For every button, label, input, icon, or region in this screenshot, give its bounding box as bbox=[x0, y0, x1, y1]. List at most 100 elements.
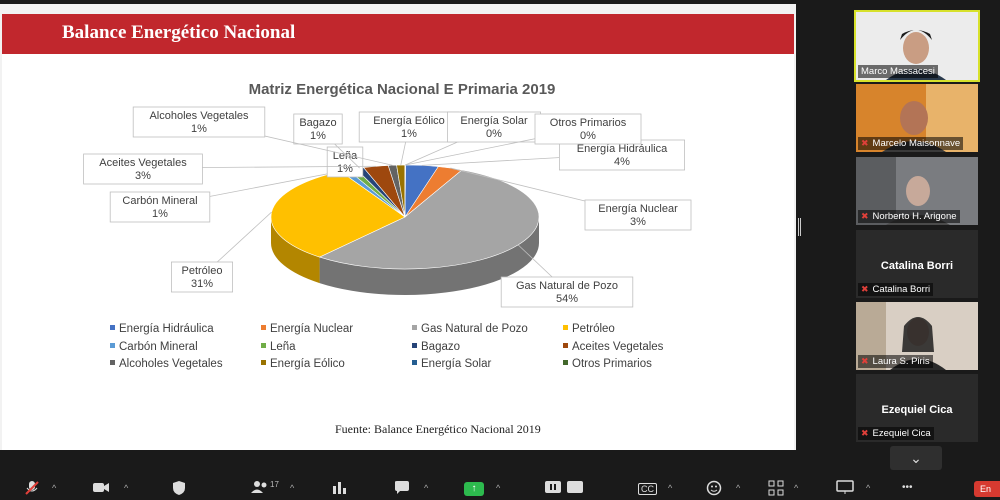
apps-icon[interactable] bbox=[768, 480, 784, 499]
participants-count: 17 bbox=[270, 480, 279, 489]
cc-icon[interactable]: CC bbox=[638, 483, 657, 495]
shield-icon[interactable] bbox=[172, 480, 186, 499]
slide-header-bar bbox=[2, 14, 794, 54]
callout-name: Leña bbox=[333, 150, 358, 162]
legend-swatch bbox=[563, 343, 568, 348]
slide-source: Fuente: Balance Energético Nacional 2019 bbox=[335, 422, 541, 436]
chevron-up-icon[interactable]: ^ bbox=[668, 483, 673, 493]
chevron-up-icon[interactable]: ^ bbox=[290, 483, 295, 493]
chevron-up-icon[interactable]: ^ bbox=[124, 483, 129, 493]
callout-box bbox=[132, 106, 266, 138]
legend-swatch bbox=[563, 325, 568, 330]
chevron-up-icon[interactable]: ^ bbox=[424, 483, 429, 493]
callout-box bbox=[170, 261, 233, 293]
callout-name: Carbón Mineral bbox=[122, 195, 197, 207]
callout-value: 0% bbox=[486, 128, 502, 140]
participant-name: Norberto H. Arigone bbox=[872, 211, 957, 222]
legend-label: Leña bbox=[270, 341, 296, 353]
chevron-up-icon[interactable]: ^ bbox=[736, 483, 741, 493]
share-screen-icon[interactable]: ↑ bbox=[464, 482, 484, 496]
chevron-up-icon[interactable]: ^ bbox=[496, 483, 501, 493]
legend-swatch bbox=[261, 360, 266, 365]
callout-box bbox=[83, 153, 203, 185]
more-icon[interactable]: ••• bbox=[902, 482, 913, 493]
chevron-up-icon[interactable]: ^ bbox=[794, 483, 799, 493]
participant-name-tag: ✖ Ezequiel Cica bbox=[858, 427, 934, 440]
meeting-toolbar: ^ ^ 17 ^ ^ ↑ ^ CC ^ ^ ^ ^ ••• En bbox=[0, 474, 1000, 500]
video-tile-catalina[interactable]: Catalina Borri ✖ Catalina Borri bbox=[856, 230, 978, 298]
legend-label: Carbón Mineral bbox=[119, 341, 198, 353]
legend-swatch bbox=[412, 360, 417, 365]
participant-name: Laura S. Piris bbox=[872, 356, 930, 367]
smiley-icon[interactable] bbox=[706, 480, 722, 499]
participant-name-tag: ✖ Norberto H. Arigone bbox=[858, 210, 960, 223]
callout-box bbox=[293, 113, 343, 145]
callout-box bbox=[358, 111, 460, 143]
callout-value: 1% bbox=[152, 208, 168, 220]
legend-swatch bbox=[261, 325, 266, 330]
participant-name: Ezequiel Cica bbox=[872, 428, 931, 439]
callout-name: Energía Solar bbox=[460, 115, 528, 127]
legend-swatch bbox=[110, 343, 115, 348]
chat-icon[interactable] bbox=[394, 480, 410, 497]
video-tile-norberto[interactable]: ✖ Norberto H. Arigone bbox=[856, 157, 978, 225]
callout-value: 31% bbox=[191, 278, 213, 290]
callout-value: 54% bbox=[556, 293, 578, 305]
legend-swatch bbox=[412, 343, 417, 348]
video-tile-laura[interactable]: ✖ Laura S. Piris bbox=[856, 302, 978, 370]
callout-value: 0% bbox=[580, 130, 596, 142]
legend-label: Petróleo bbox=[572, 323, 615, 335]
callout-box bbox=[446, 111, 541, 143]
callout-box bbox=[584, 199, 692, 231]
pie-slice bbox=[318, 169, 540, 270]
legend-swatch bbox=[412, 325, 417, 330]
video-tile-marcelo[interactable]: ✖ Marcelo Maisonnave bbox=[856, 84, 978, 152]
participant-name-tag: ✖ Catalina Borri bbox=[858, 283, 934, 296]
callout-value: 1% bbox=[337, 163, 353, 175]
mic-muted-icon: ✖ bbox=[861, 356, 869, 366]
panel-resize-handle[interactable] bbox=[798, 218, 802, 236]
callout-name: Gas Natural de Pozo bbox=[516, 280, 618, 292]
legend-label: Energía Nuclear bbox=[270, 323, 353, 335]
people-icon[interactable]: 17 bbox=[250, 480, 279, 497]
chevron-up-icon[interactable]: ^ bbox=[866, 483, 871, 493]
callout-value: 3% bbox=[630, 216, 646, 228]
participant-name: Marco Massacesi bbox=[858, 65, 938, 78]
participant-name-tag: ✖ Laura S. Piris bbox=[858, 355, 933, 368]
slide-body: Matriz Energética Nacional E Primaria 20… bbox=[2, 54, 794, 450]
chevron-up-icon[interactable]: ^ bbox=[52, 483, 57, 493]
callout-name: Petróleo bbox=[182, 265, 223, 277]
end-meeting-button[interactable]: En bbox=[974, 481, 1000, 497]
participant-display-name: Catalina Borri bbox=[880, 260, 954, 272]
legend-swatch bbox=[261, 343, 266, 348]
scroll-participants-down-button[interactable]: ⌄ bbox=[890, 446, 942, 470]
mic-muted-icon[interactable] bbox=[24, 480, 40, 499]
pie-chart: Matriz Energética Nacional E Primaria 20… bbox=[83, 81, 692, 370]
mic-muted-icon: ✖ bbox=[861, 211, 869, 221]
pause-share-icon[interactable] bbox=[566, 480, 584, 497]
callout-value: 1% bbox=[310, 130, 326, 142]
legend-swatch bbox=[110, 360, 115, 365]
callout-box bbox=[109, 191, 211, 223]
callout-name: Alcoholes Vegetales bbox=[149, 110, 249, 122]
callout-box bbox=[559, 139, 686, 171]
participant-name: Catalina Borri bbox=[872, 284, 931, 295]
bar-chart-icon[interactable] bbox=[332, 480, 346, 497]
participant-name: Marcelo Maisonnave bbox=[872, 138, 961, 149]
legend-label: Energía Eólico bbox=[270, 358, 345, 370]
mic-muted-icon: ✖ bbox=[861, 138, 869, 148]
video-tile-marco[interactable]: Marco Massacesi bbox=[854, 10, 980, 82]
chart-title: Matriz Energética Nacional E Primaria 20… bbox=[249, 81, 556, 98]
callout-value: 1% bbox=[401, 128, 417, 140]
callout-value: 4% bbox=[614, 156, 630, 168]
mic-muted-icon: ✖ bbox=[861, 428, 869, 438]
whiteboard-icon[interactable] bbox=[836, 480, 854, 497]
legend-label: Gas Natural de Pozo bbox=[421, 323, 528, 335]
video-tile-ezequiel[interactable]: Ezequiel Cica ✖ Ezequiel Cica bbox=[856, 374, 978, 442]
callout-box bbox=[534, 113, 642, 145]
legend-label: Energía Hidráulica bbox=[119, 323, 214, 335]
pause-icon[interactable] bbox=[544, 480, 562, 497]
callout-name: Bagazo bbox=[299, 117, 336, 129]
video-icon[interactable] bbox=[92, 480, 110, 497]
callout-name: Aceites Vegetales bbox=[99, 157, 187, 169]
